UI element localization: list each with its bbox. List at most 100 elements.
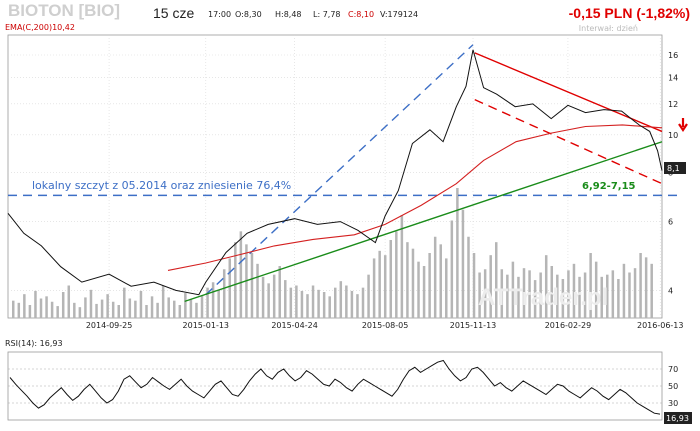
volume-bar: [467, 236, 470, 318]
volume-bar: [500, 269, 504, 318]
volume-bar: [100, 299, 104, 318]
volume-bar: [450, 220, 454, 318]
price-line: [7, 49, 663, 296]
volume-bar: [256, 263, 259, 318]
volume-bar: [422, 266, 426, 318]
volume-bar: [561, 279, 565, 318]
rsi-line: [9, 359, 661, 415]
trendline: [184, 141, 663, 303]
volume-bar: [217, 289, 220, 318]
rsi-y-ticks: 30 50 70: [668, 365, 678, 408]
volume-bar: [184, 293, 187, 318]
volume-bar: [633, 268, 637, 318]
volume-bar: [300, 290, 304, 318]
volume-bar: [34, 290, 37, 318]
volume-bar: [650, 263, 653, 318]
volume-bar: [389, 240, 393, 318]
volume-bar: [622, 263, 626, 318]
volume-bar: [222, 269, 226, 318]
volume-bar: [361, 287, 365, 318]
volume-bar: [12, 300, 15, 318]
volume-bar: [234, 242, 237, 318]
volume-bar: [39, 298, 43, 318]
volume-bar: [295, 285, 298, 318]
volume-bar: [145, 305, 148, 318]
y-tick-label: 6: [668, 218, 673, 227]
ohlc-low: L: 7,78: [313, 10, 341, 19]
volume-bar: [284, 280, 287, 318]
volume-bar: [550, 266, 554, 318]
volume-bar: [128, 298, 132, 318]
volume-bar: [411, 248, 415, 318]
down-arrow-icon: [678, 118, 688, 132]
volume-bar: [533, 280, 537, 318]
volume-bar: [506, 274, 509, 318]
volume-bar: [489, 255, 492, 318]
volume-bar: [617, 279, 620, 318]
annotation-support-range: 6,92-7,15: [582, 181, 636, 192]
volume-bar: [178, 305, 182, 318]
volume-bar: [78, 307, 82, 318]
volume-bar: [56, 306, 59, 318]
volume-bar: [206, 287, 209, 318]
ema-label: EMA(C,200)10,42: [5, 23, 75, 32]
volume-bar: [556, 274, 559, 318]
x-tick-label: 2016-02-29: [545, 321, 592, 330]
volume-bar: [356, 294, 359, 318]
volume-bar: [228, 258, 232, 318]
volume-bar: [522, 268, 526, 318]
volume-bar: [322, 292, 326, 318]
volume-bar: [123, 287, 126, 318]
volume-bar: [383, 255, 387, 318]
volume-bar: [589, 253, 592, 318]
rsi-panel-frame: [7, 351, 663, 421]
volume-bar: [28, 305, 32, 318]
volume-bar: [189, 299, 193, 318]
volume-bar: [367, 274, 370, 318]
volume-bar: [261, 276, 265, 318]
y-tick-label: 10: [668, 131, 678, 140]
rsi-label: RSI(14): 16,93: [5, 339, 63, 348]
x-ticks: 2014-09-25 2015-01-13 2015-04-24 2015-08-05…: [86, 321, 684, 330]
volume-bar: [611, 270, 615, 318]
trendlines: [8, 44, 680, 303]
volume-bar: [89, 289, 93, 318]
volume-bar: [472, 253, 476, 318]
volume-bar: [267, 283, 270, 318]
volume-bar: [167, 297, 170, 318]
volume-bar: [528, 270, 531, 318]
volume-bar: [461, 209, 465, 318]
price-grid: [8, 35, 662, 318]
volume-bar: [111, 301, 115, 318]
volume-bars: [12, 188, 653, 318]
volume-bar: [433, 236, 437, 318]
price-change: -0,15 PLN (-1,82%): [569, 5, 690, 21]
ohlc-volume: V:179124: [380, 10, 418, 19]
volume-bar: [378, 250, 381, 318]
volume-bar: [61, 292, 65, 318]
volume-bar: [628, 272, 631, 318]
volume-bar: [594, 261, 598, 318]
rsi-tick-label: 70: [668, 365, 678, 374]
watermark: ATTrader.pl: [478, 284, 608, 311]
volume-bar: [156, 302, 159, 318]
trendline: [474, 52, 663, 133]
x-tick-label: 2015-01-13: [183, 321, 230, 330]
annotation-local-high: lokalny szczyt z 05.2014 oraz zniesienie…: [32, 179, 291, 192]
volume-bar: [106, 294, 109, 318]
session-date: 15 cze: [153, 5, 194, 21]
volume-bar: [334, 287, 337, 318]
volume-bar: [306, 294, 309, 318]
ohlc-close: C:8,10: [348, 10, 374, 19]
volume-bar: [372, 258, 376, 318]
ohlc-high: H:8,48: [275, 10, 302, 19]
last-price-badge: [664, 162, 686, 174]
volume-bar: [567, 270, 570, 318]
volume-bar: [289, 287, 293, 318]
x-tick-label: 2014-09-25: [86, 321, 133, 330]
volume-bar: [639, 253, 642, 318]
volume-bar: [439, 244, 442, 318]
x-tick-label: 2015-11-13: [450, 321, 497, 330]
rsi-tick-label: 30: [668, 399, 678, 408]
